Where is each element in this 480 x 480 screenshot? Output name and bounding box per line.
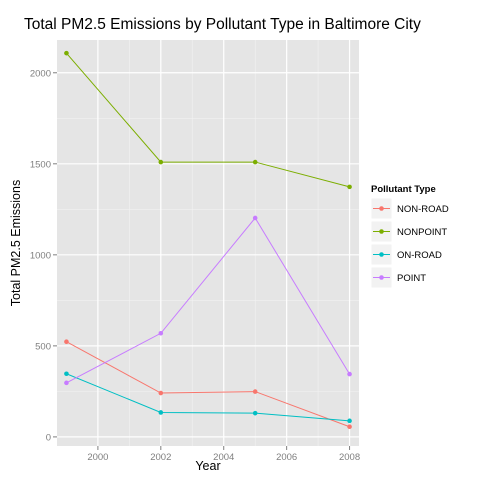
legend-label-on-road: ON-ROAD — [397, 250, 442, 261]
legend-label-non-road: NON-ROAD — [397, 204, 449, 215]
data-point-nonpoint — [158, 159, 164, 165]
legend-point-nonpoint — [379, 229, 384, 234]
y-axis-ticks: 0 500 1000 1500 2000 — [30, 68, 57, 443]
series-line-point — [66, 217, 350, 384]
series-line-on-road — [66, 373, 350, 422]
data-point-point — [347, 371, 352, 377]
data-point-nonpoint — [64, 50, 69, 56]
x-tick-label: 2008 — [339, 452, 360, 463]
x-tick-label: 2000 — [87, 452, 108, 463]
legend-point-point — [379, 275, 384, 280]
legend-point-on-road — [379, 252, 384, 257]
legend: NON-ROAD NONPOINT ON-ROAD POINT — [370, 197, 449, 289]
x-axis-ticks: 2000 2002 2004 2006 2008 — [87, 446, 360, 463]
legend-label-nonpoint: NONPOINT — [397, 227, 447, 238]
data-point-point — [64, 380, 69, 386]
plot-panel — [57, 40, 359, 446]
data-point-non-road — [347, 424, 352, 430]
grid — [57, 40, 359, 446]
y-tick-label: 500 — [35, 341, 51, 352]
data-point-non-road — [64, 339, 69, 344]
data-point-nonpoint — [252, 159, 258, 165]
data-point-nonpoint — [347, 184, 352, 190]
chart-title: Total PM2.5 Emissions by Pollutant Type … — [24, 16, 421, 33]
y-tick-label: 1000 — [30, 250, 51, 261]
data-point-on-road — [252, 410, 258, 416]
data-point-point — [158, 330, 164, 336]
series-lines — [64, 50, 352, 430]
y-axis-title: Total PM2.5 Emissions — [9, 180, 23, 306]
data-point-on-road — [347, 418, 352, 424]
x-axis-title: Year — [195, 459, 220, 473]
data-point-on-road — [64, 371, 69, 377]
series-line-non-road — [66, 341, 350, 428]
legend-label-point: POINT — [397, 273, 426, 284]
series-line-nonpoint — [66, 52, 350, 188]
legend-point-non-road — [379, 206, 384, 211]
data-point-non-road — [158, 390, 164, 396]
y-tick-label: 2000 — [30, 68, 51, 79]
x-tick-label: 2004 — [213, 452, 234, 463]
data-point-on-road — [158, 410, 164, 415]
y-tick-label: 0 — [46, 432, 51, 443]
legend-title: Pollutant Type — [371, 184, 436, 195]
x-tick-label: 2002 — [150, 452, 171, 463]
data-point-point — [252, 215, 258, 221]
x-tick-label: 2006 — [276, 452, 297, 463]
data-point-non-road — [252, 389, 258, 394]
y-tick-label: 1500 — [30, 159, 51, 170]
